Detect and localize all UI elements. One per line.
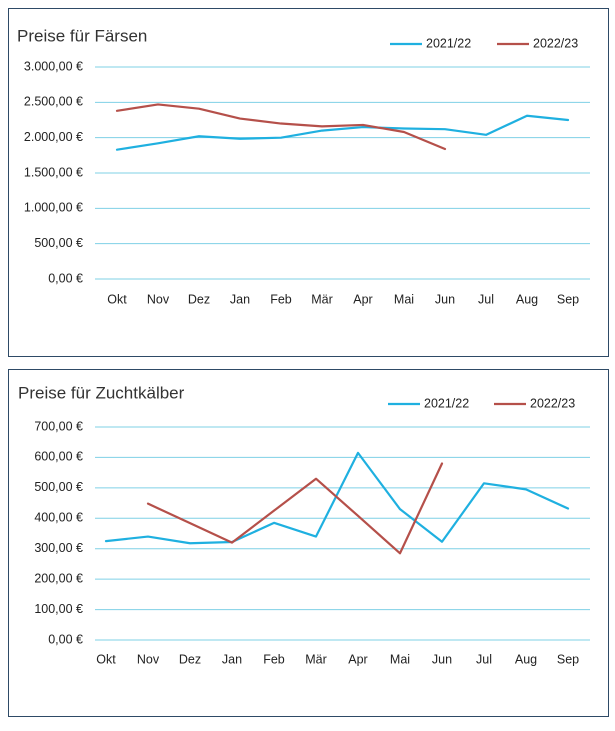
series-line	[115, 114, 570, 151]
x-tick-label: Jan	[222, 652, 242, 666]
x-tick-label: Jul	[476, 652, 492, 666]
y-tick-label: 400,00 €	[34, 511, 83, 525]
y-tick-label: 700,00 €	[34, 419, 83, 433]
legend-label: 2022/23	[533, 36, 578, 50]
x-tick-label: Okt	[96, 652, 116, 666]
x-tick-label: Mär	[311, 292, 333, 306]
legend-label: 2022/23	[530, 396, 575, 410]
x-tick-label: Jun	[435, 292, 455, 306]
chart-title: Preise für Färsen	[17, 26, 147, 45]
legend-label: 2021/22	[424, 396, 469, 410]
series-line	[115, 103, 447, 151]
y-tick-label: 2.000,00 €	[24, 130, 83, 144]
x-tick-label: Mai	[394, 292, 414, 306]
x-tick-label: Okt	[107, 292, 127, 306]
x-tick-label: Apr	[353, 292, 372, 306]
x-tick-label: Nov	[147, 292, 170, 306]
legend-label: 2021/22	[426, 36, 471, 50]
y-tick-label: 1.000,00 €	[24, 201, 83, 215]
y-tick-label: 600,00 €	[34, 450, 83, 464]
x-tick-label: Mär	[305, 652, 327, 666]
x-tick-label: Feb	[263, 652, 285, 666]
y-tick-label: 500,00 €	[34, 480, 83, 494]
y-tick-label: 1.500,00 €	[24, 165, 83, 179]
x-tick-label: Sep	[557, 292, 579, 306]
chart-title: Preise für Zuchtkälber	[18, 383, 185, 402]
x-tick-label: Nov	[137, 652, 160, 666]
y-tick-label: 0,00 €	[48, 271, 83, 285]
x-tick-label: Sep	[557, 652, 579, 666]
series-line	[104, 451, 570, 545]
y-tick-label: 500,00 €	[34, 236, 83, 250]
y-tick-label: 2.500,00 €	[24, 95, 83, 109]
y-tick-label: 0,00 €	[48, 632, 83, 646]
x-tick-label: Jun	[432, 652, 452, 666]
x-tick-label: Dez	[179, 652, 201, 666]
x-tick-label: Jan	[230, 292, 250, 306]
x-tick-label: Dez	[188, 292, 210, 306]
x-tick-label: Feb	[270, 292, 292, 306]
x-tick-label: Aug	[515, 652, 537, 666]
x-tick-label: Aug	[516, 292, 538, 306]
x-tick-label: Jul	[478, 292, 494, 306]
y-tick-label: 3.000,00 €	[24, 59, 83, 73]
x-tick-label: Apr	[348, 652, 367, 666]
y-tick-label: 200,00 €	[34, 571, 83, 585]
y-tick-label: 100,00 €	[34, 602, 83, 616]
series-line	[146, 462, 444, 555]
x-tick-label: Mai	[390, 652, 410, 666]
y-tick-label: 300,00 €	[34, 541, 83, 555]
